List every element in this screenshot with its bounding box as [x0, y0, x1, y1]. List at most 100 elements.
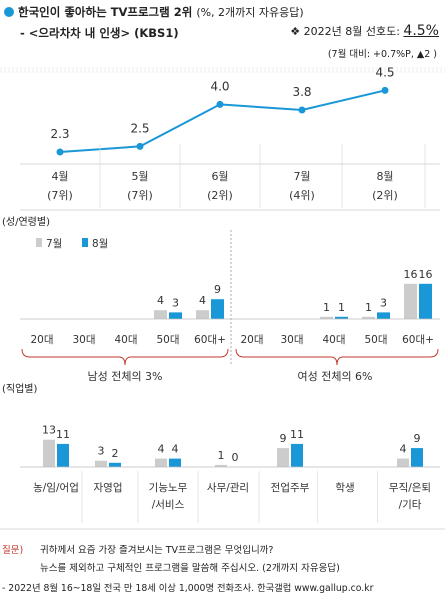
- age-category-label: 20대: [30, 334, 53, 346]
- occupation-category-label: 무직/은퇴: [389, 482, 431, 494]
- value-label-7: 4: [157, 294, 164, 307]
- bar-7: [362, 316, 375, 319]
- bar-7: [320, 316, 333, 319]
- rank-label: (7위): [127, 189, 153, 202]
- occupation-category-label: 학생: [335, 482, 354, 494]
- value-label-8: 3: [380, 296, 387, 309]
- trend-value-label: 4.5: [375, 65, 394, 79]
- trend-value-label: 3.8: [292, 85, 311, 99]
- age-category-label: 20대: [240, 334, 263, 346]
- value-label-7: 16: [404, 268, 418, 281]
- trend-value-label: 4.0: [210, 79, 229, 93]
- bar-8: [291, 443, 303, 467]
- trend-point: [381, 86, 389, 94]
- month-label: 7월: [293, 170, 310, 183]
- male-group-brace: [21, 348, 229, 366]
- bar-7: [397, 458, 409, 467]
- value-label-8: 16: [419, 268, 433, 281]
- trend-point: [56, 148, 64, 156]
- bar-8: [109, 462, 121, 467]
- preference-value: 4.5%: [403, 23, 439, 39]
- value-label-8: 9: [214, 283, 221, 296]
- occupation-category-label: 기능노무: [149, 482, 188, 494]
- male-group-label: 남성 전체의 3%: [87, 370, 162, 383]
- trend-point: [216, 100, 224, 108]
- bar-8: [377, 312, 390, 319]
- bar-7: [196, 310, 209, 319]
- month-label: 5월: [131, 170, 148, 183]
- bar-7: [95, 460, 107, 467]
- age-category-label: 50대: [156, 334, 179, 346]
- value-label-7: 4: [400, 443, 407, 456]
- bar-8: [411, 448, 423, 467]
- value-label-7: 1: [365, 301, 372, 314]
- chart-title-row: 한국인이 좋아하는 TV프로그램 2위 (%, 2개까지 자유응답): [4, 4, 304, 20]
- occupation-category-label: 전업주부: [271, 481, 310, 494]
- occupation-category-label: 사무/관리: [207, 482, 249, 494]
- age-category-label: 30대: [280, 334, 303, 346]
- source-note: - 2022년 8월 16~18일 전국 만 18세 이상 1,000명 전화조…: [2, 583, 374, 594]
- rank-label: (7위): [47, 189, 73, 202]
- program-subtitle: - <으라차차 내 인생> (KBS1): [20, 26, 179, 40]
- month-label: 4월: [51, 170, 68, 183]
- age-category-label: 50대: [364, 334, 387, 346]
- value-label-8: 11: [290, 428, 304, 441]
- value-label-8: 2: [112, 447, 119, 460]
- trend-point: [298, 106, 306, 114]
- occupation-category-label: /서비스: [152, 499, 185, 511]
- trend-value-label: 2.5: [130, 121, 149, 135]
- bar-7: [215, 464, 227, 467]
- bullet-dot-icon: [4, 7, 14, 17]
- value-label-8: 3: [172, 296, 179, 309]
- age-category-label: 60대+: [194, 334, 226, 346]
- bar-8: [169, 458, 181, 467]
- value-label-8: 11: [56, 428, 70, 441]
- legend-swatch-8: [82, 238, 88, 247]
- demo-section-label: (성/연령별): [2, 217, 50, 228]
- rank-label: (4위): [289, 189, 315, 202]
- value-label-7: 4: [199, 294, 206, 307]
- bar-7: [154, 310, 167, 319]
- value-label-8: 9: [414, 432, 421, 445]
- value-label-7: 4: [158, 443, 165, 456]
- month-label: 8월: [376, 170, 393, 183]
- value-label-8: 1: [338, 301, 345, 314]
- value-label-7: 1: [218, 449, 225, 462]
- value-label-7: 1: [323, 301, 330, 314]
- trend-line-chart: 2.3 4월 (7위) 2.5 5월 (7위) 4.0 6월 (2위) 3.8 7월 (4위) 4.5 8…: [0, 65, 445, 211]
- age-category-label: 40대: [322, 334, 345, 346]
- value-label-7: 3: [98, 445, 105, 458]
- age-category-label: 60대+: [402, 334, 434, 346]
- question-line-1: 귀하께서 요즘 가장 즐겨보시는 TV프로그램은 무엇입니까?: [40, 545, 274, 556]
- female-group-label: 여성 전체의 6%: [297, 370, 372, 383]
- preference-row: ❖ 2022년 8월 선호도: 4.5%: [290, 23, 439, 39]
- job-section-label: (직업별): [2, 384, 38, 395]
- chart-title-note: (%, 2개까지 자유응답): [196, 6, 304, 19]
- rank-label: (2위): [372, 189, 398, 202]
- value-label-8: 0: [232, 451, 239, 464]
- change-note: (7월 대비: +0.7%P, ▲2 ): [327, 49, 437, 60]
- chart-title: 한국인이 좋아하는 TV프로그램 2위: [18, 5, 193, 19]
- bar-8: [169, 312, 182, 319]
- female-group-brace: [235, 348, 439, 366]
- bar-8: [57, 443, 69, 467]
- occupation-category-label: /기타: [399, 499, 422, 511]
- bar-7: [404, 283, 417, 319]
- bar-7: [43, 439, 55, 467]
- trend-value-label: 2.3: [50, 127, 69, 141]
- occupation-category-label: 자영업: [94, 481, 123, 494]
- bar-8: [335, 316, 348, 319]
- legend-swatch-7: [36, 238, 42, 247]
- legend-label-7: 7월: [46, 238, 62, 250]
- value-label-8: 4: [172, 443, 179, 456]
- age-category-label: 40대: [114, 334, 137, 346]
- trend-line: [59, 89, 386, 153]
- age-category-label: 30대: [72, 334, 95, 346]
- question-label: 질문): [2, 545, 24, 556]
- bar-8: [211, 299, 224, 319]
- preference-label: ❖ 2022년 8월 선호도:: [290, 25, 404, 38]
- bar-7: [155, 458, 167, 467]
- trend-point: [136, 142, 144, 150]
